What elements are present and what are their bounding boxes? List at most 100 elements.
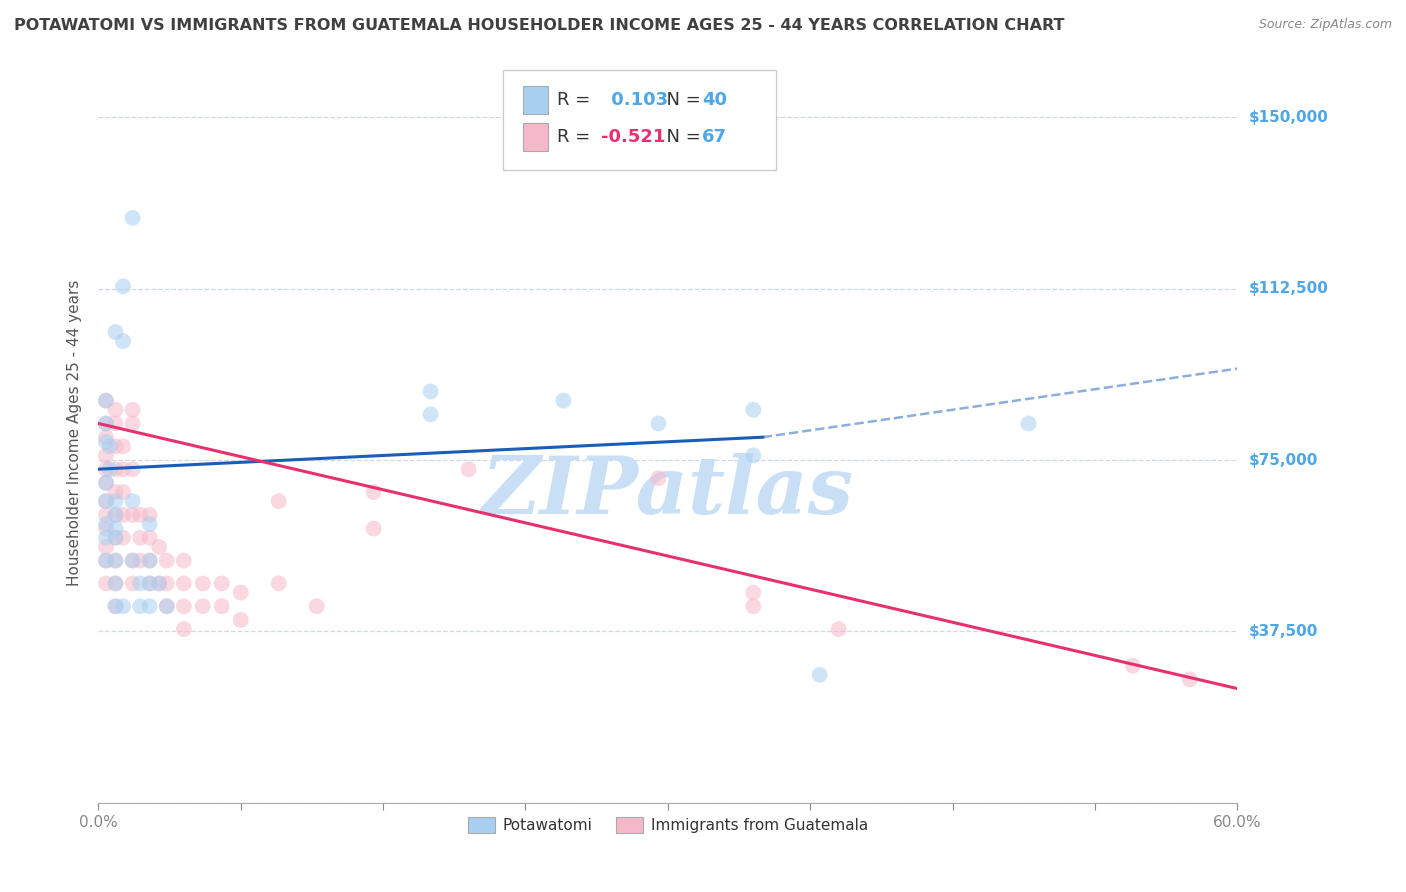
Point (138, 553, 160, 567)
Point (742, 449, 765, 463)
Point (112, 279, 135, 293)
Point (138, 531, 160, 545)
Point (104, 531, 127, 545)
Point (121, 553, 143, 567)
Point (138, 516, 160, 531)
Point (94, 531, 117, 545)
Point (173, 553, 195, 567)
Point (138, 599, 160, 614)
Point (553, 393, 575, 408)
Legend: Potawatomi, Immigrants from Guatemala: Potawatomi, Immigrants from Guatemala (461, 812, 875, 839)
Point (104, 576, 127, 591)
Text: R =: R = (557, 128, 596, 146)
Point (742, 402, 765, 417)
Point (148, 540, 170, 554)
Point (94, 434, 117, 449)
Point (104, 325, 127, 339)
Point (104, 522, 127, 536)
Point (156, 599, 179, 614)
Point (112, 485, 135, 500)
Point (173, 599, 195, 614)
Point (94, 553, 117, 567)
Point (148, 576, 170, 591)
Point (647, 417, 669, 431)
Point (121, 576, 143, 591)
Text: $150,000: $150,000 (1249, 110, 1329, 125)
Point (112, 439, 135, 453)
Point (112, 508, 135, 522)
Point (229, 613, 252, 627)
Point (104, 462, 127, 476)
Point (104, 417, 127, 431)
Point (104, 508, 127, 522)
Point (129, 553, 152, 567)
Y-axis label: Householder Income Ages 25 - 44 years: Householder Income Ages 25 - 44 years (67, 279, 83, 586)
Point (98, 462, 121, 476)
Text: $75,000: $75,000 (1249, 452, 1317, 467)
Point (94, 475, 117, 490)
Point (1122, 658, 1144, 673)
Point (305, 599, 328, 614)
Point (173, 622, 195, 636)
Point (94, 417, 117, 431)
Text: $112,500: $112,500 (1249, 281, 1329, 296)
Point (742, 599, 765, 614)
Point (94, 540, 117, 554)
Point (121, 211, 143, 225)
Point (229, 585, 252, 599)
Text: 67: 67 (702, 128, 727, 146)
Point (112, 599, 135, 614)
Point (94, 553, 117, 567)
Point (94, 508, 117, 522)
Point (363, 485, 385, 500)
Point (267, 494, 290, 508)
Text: N =: N = (655, 128, 707, 146)
Point (457, 462, 479, 476)
Point (112, 462, 135, 476)
Point (129, 599, 152, 614)
Point (94, 494, 117, 508)
Point (94, 393, 117, 408)
FancyBboxPatch shape (503, 70, 776, 169)
Point (156, 576, 179, 591)
Point (94, 494, 117, 508)
Point (808, 668, 831, 682)
Point (94, 522, 117, 536)
Text: ZIPatlas: ZIPatlas (482, 453, 853, 531)
Point (363, 522, 385, 536)
Point (156, 599, 179, 614)
Point (138, 553, 160, 567)
Point (138, 508, 160, 522)
Point (191, 599, 214, 614)
Point (104, 553, 127, 567)
Point (104, 531, 127, 545)
Point (104, 485, 127, 500)
Point (121, 417, 143, 431)
Point (129, 508, 152, 522)
Point (94, 462, 117, 476)
Point (94, 576, 117, 591)
Point (94, 475, 117, 490)
FancyBboxPatch shape (523, 123, 548, 152)
Text: R =: R = (557, 91, 596, 109)
Point (121, 553, 143, 567)
Point (647, 471, 669, 485)
Point (121, 508, 143, 522)
Point (173, 576, 195, 591)
Point (138, 576, 160, 591)
FancyBboxPatch shape (523, 87, 548, 114)
Point (104, 439, 127, 453)
Point (94, 449, 117, 463)
Point (148, 576, 170, 591)
Point (828, 622, 851, 636)
Text: $37,500: $37,500 (1249, 624, 1317, 639)
Text: N =: N = (655, 91, 707, 109)
Point (121, 402, 143, 417)
Point (112, 334, 135, 349)
Point (98, 439, 121, 453)
Point (112, 531, 135, 545)
Point (191, 576, 214, 591)
Text: POTAWATOMI VS IMMIGRANTS FROM GUATEMALA HOUSEHOLDER INCOME AGES 25 - 44 YEARS CO: POTAWATOMI VS IMMIGRANTS FROM GUATEMALA … (14, 18, 1064, 33)
Point (104, 599, 127, 614)
Point (104, 494, 127, 508)
